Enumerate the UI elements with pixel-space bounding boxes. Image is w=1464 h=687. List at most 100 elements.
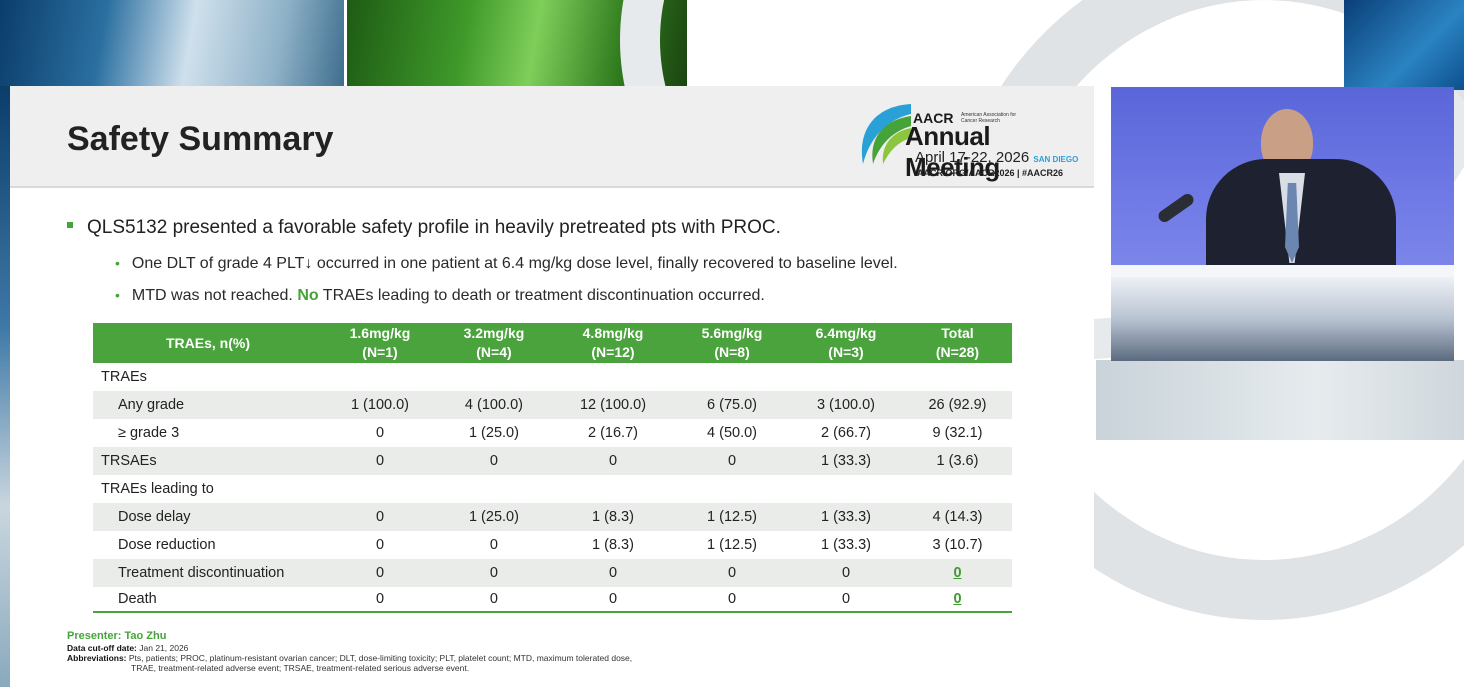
table-header-cell: 3.2mg/kg (N=4) [436, 323, 551, 363]
table-cell: 0 [489, 537, 498, 553]
table-header-label: TRAEs, n(%) [93, 323, 323, 363]
table-cell: 2 (66.7) [821, 425, 871, 441]
row-label: Death [93, 587, 323, 613]
bullet-dot-icon: • [115, 255, 120, 271]
table-cell: 0 [375, 537, 385, 553]
table-cell [675, 475, 789, 503]
table-cell: 0 [323, 447, 437, 475]
slide-footer: Presenter: Tao Zhu Data cut-off date: Ja… [67, 630, 633, 674]
row-label: Dose delay [93, 503, 323, 531]
table-cell [789, 363, 903, 391]
podium [1111, 277, 1454, 361]
table-row-dose-reduction: Dose reduction 0 0 1 (8.3) 1 (12.5) 1 (3… [93, 531, 1012, 559]
table-cell [675, 363, 789, 391]
podium-top [1111, 265, 1454, 279]
table-cell: 0 [323, 559, 437, 587]
table-header-cell: 1.6mg/kg (N=1) [323, 323, 437, 363]
table-cell: 3 (10.7) [932, 537, 983, 553]
table-cell: 1 (100.0) [323, 391, 437, 419]
lab-scientist-photo [0, 0, 344, 86]
table-cell: 4 (14.3) [902, 503, 1012, 531]
table-cell-highlight: 0 [902, 559, 1012, 587]
table-row-dose-delay: Dose delay 0 1 (25.0) 1 (8.3) 1 (12.5) 1… [93, 503, 1012, 531]
meeting-name: Annual Meeting [905, 121, 1000, 182]
table-cell [903, 363, 1012, 391]
table-cell: 0 [550, 587, 676, 613]
abbreviations: Abbreviations: Pts, patients; PROC, plat… [67, 653, 633, 663]
bullet-square-icon [67, 221, 73, 228]
table-cell: 0 [789, 587, 903, 613]
speaker-video [1111, 87, 1454, 361]
dna-helix-photo [1344, 0, 1464, 90]
traes-table: TRAEs, n(%) 1.6mg/kg (N=1) 3.2mg/kg (N=4) … [93, 323, 1012, 613]
table-cell: 1 (8.3) [592, 537, 634, 553]
background-left-strip [0, 86, 10, 687]
row-label: TRSAEs [93, 447, 323, 475]
slide-title: Safety Summary [67, 120, 334, 158]
abbreviations-cont: TRAE, treatment-related adverse event; T… [131, 663, 470, 673]
row-label: TRAEs [101, 369, 147, 385]
speaker-tie [1285, 183, 1299, 263]
presenter-name: Presenter: Tao Zhu [67, 630, 167, 642]
table-cell: 1 (33.3) [789, 447, 903, 475]
table-cell: 0 [323, 503, 437, 531]
aacr-full-name: American Association for Cancer Research [961, 112, 1017, 124]
bullet-dot-icon: • [115, 287, 120, 303]
table-row-treatment-discontinuation: Treatment discontinuation 0 0 0 0 0 0 [93, 559, 1012, 587]
table-cell-highlight: 0 [902, 587, 1012, 613]
table-row-death: Death 0 0 0 0 0 0 [93, 587, 1012, 613]
table-cell [551, 363, 675, 391]
table-cell [437, 475, 551, 503]
emphasis-no: No [297, 287, 319, 304]
table-cell [323, 363, 437, 391]
sub-bullet-mtd: • MTD was not reached. No TRAEs leading t… [115, 287, 765, 304]
table-row-any-grade: Any grade 1 (100.0) 4 (100.0) 12 (100.0)… [93, 391, 1012, 419]
table-cell: 6 (75.0) [675, 391, 790, 419]
table-header-cell: 5.6mg/kg (N=8) [675, 323, 790, 363]
meeting-url: AACR.ORG/AACR2026 | #AACR26 [917, 168, 1064, 178]
table-cell: 1 (33.3) [821, 537, 871, 553]
table-cell: 1 (25.0) [468, 425, 519, 441]
table-cell: 1 (12.5) [675, 503, 790, 531]
background-right-band [1096, 360, 1464, 440]
table-cell: 0 [323, 587, 437, 613]
table-cell [789, 475, 903, 503]
table-cell [903, 475, 1012, 503]
table-cell [437, 363, 551, 391]
table-cell: 1 (12.5) [707, 537, 758, 553]
table-row-traes: TRAEs [93, 363, 1012, 391]
table-cell [323, 475, 437, 503]
slide-header: Safety Summary AACR American Association… [10, 86, 1094, 188]
table-cell [551, 475, 675, 503]
table-row-trsaes: TRSAEs 0 0 0 0 1 (33.3) 1 (3.6) [93, 447, 1012, 475]
row-label: Any grade [93, 391, 323, 419]
table-cell: 0 [789, 559, 903, 587]
row-label: ≥ grade 3 [118, 425, 180, 441]
table-cell: 0 [675, 447, 790, 475]
main-bullet: QLS5132 presented a favorable safety pro… [67, 217, 781, 239]
row-label: Treatment discontinuation [93, 559, 323, 587]
table-cell: 0 [550, 447, 676, 475]
table-cell: 4 (100.0) [436, 391, 551, 419]
row-label: TRAEs leading to [101, 481, 214, 497]
table-cell: 2 (16.7) [588, 425, 638, 441]
table-header-cell: 4.8mg/kg (N=12) [550, 323, 676, 363]
table-cell: 0 [675, 559, 790, 587]
row-label: Dose reduction [118, 537, 216, 553]
microphone-icon [1156, 191, 1196, 225]
table-cell: 1 (8.3) [550, 503, 676, 531]
table-cell: 4 (50.0) [707, 425, 758, 441]
table-cell: 26 (92.9) [902, 391, 1012, 419]
sub-bullet-dlt: • One DLT of grade 4 PLT↓ occurred in one… [115, 255, 898, 272]
table-row-grade3: ≥ grade 3 0 1 (25.0) 2 (16.7) 4 (50.0) 2… [93, 419, 1012, 447]
meeting-city: SAN DIEGO [1033, 155, 1079, 164]
table-cell: 0 [436, 447, 551, 475]
table-cell: 1 (25.0) [436, 503, 551, 531]
table-header-cell: Total (N=28) [902, 323, 1012, 363]
meeting-dates: April 17-22, 2026 SAN DIEGO [915, 149, 1079, 166]
presentation-slide: Safety Summary AACR American Association… [10, 86, 1094, 687]
table-cell: 1 (3.6) [902, 447, 1012, 475]
table-cell: 0 [550, 559, 676, 587]
table-header-row: TRAEs, n(%) 1.6mg/kg (N=1) 3.2mg/kg (N=4) … [93, 323, 1012, 363]
data-cutoff: Data cut-off date: Jan 21, 2026 [67, 643, 189, 653]
